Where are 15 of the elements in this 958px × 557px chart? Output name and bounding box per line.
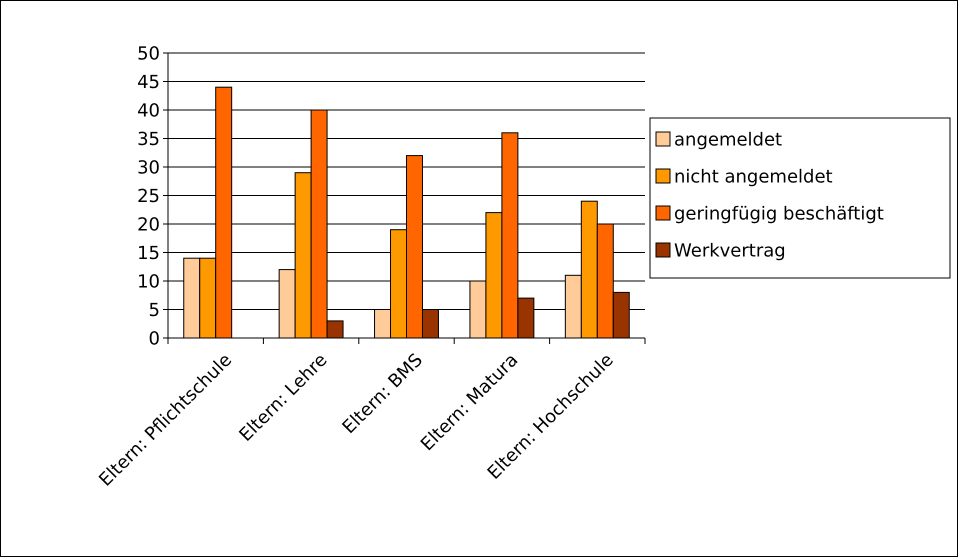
legend-label: Werkvertrag bbox=[674, 240, 786, 262]
legend-label: nicht angemeldet bbox=[674, 166, 833, 188]
y-tick-label: 5 bbox=[148, 300, 160, 321]
legend-label: angemeldet bbox=[674, 129, 782, 150]
y-tick-label: 25 bbox=[137, 186, 160, 207]
legend-label: geringfügig beschäftigt bbox=[674, 203, 884, 224]
y-tick-label: 45 bbox=[137, 72, 160, 93]
y-tick-label: 50 bbox=[137, 43, 160, 64]
y-tick-label: 35 bbox=[137, 128, 160, 150]
y-tick-label: 40 bbox=[137, 100, 160, 122]
y-tick-label: 0 bbox=[148, 328, 160, 350]
y-tick-label: 15 bbox=[137, 242, 160, 264]
y-tick-label: 10 bbox=[137, 271, 160, 292]
y-tick-label: 30 bbox=[137, 157, 160, 178]
y-tick-label: 20 bbox=[137, 214, 160, 236]
